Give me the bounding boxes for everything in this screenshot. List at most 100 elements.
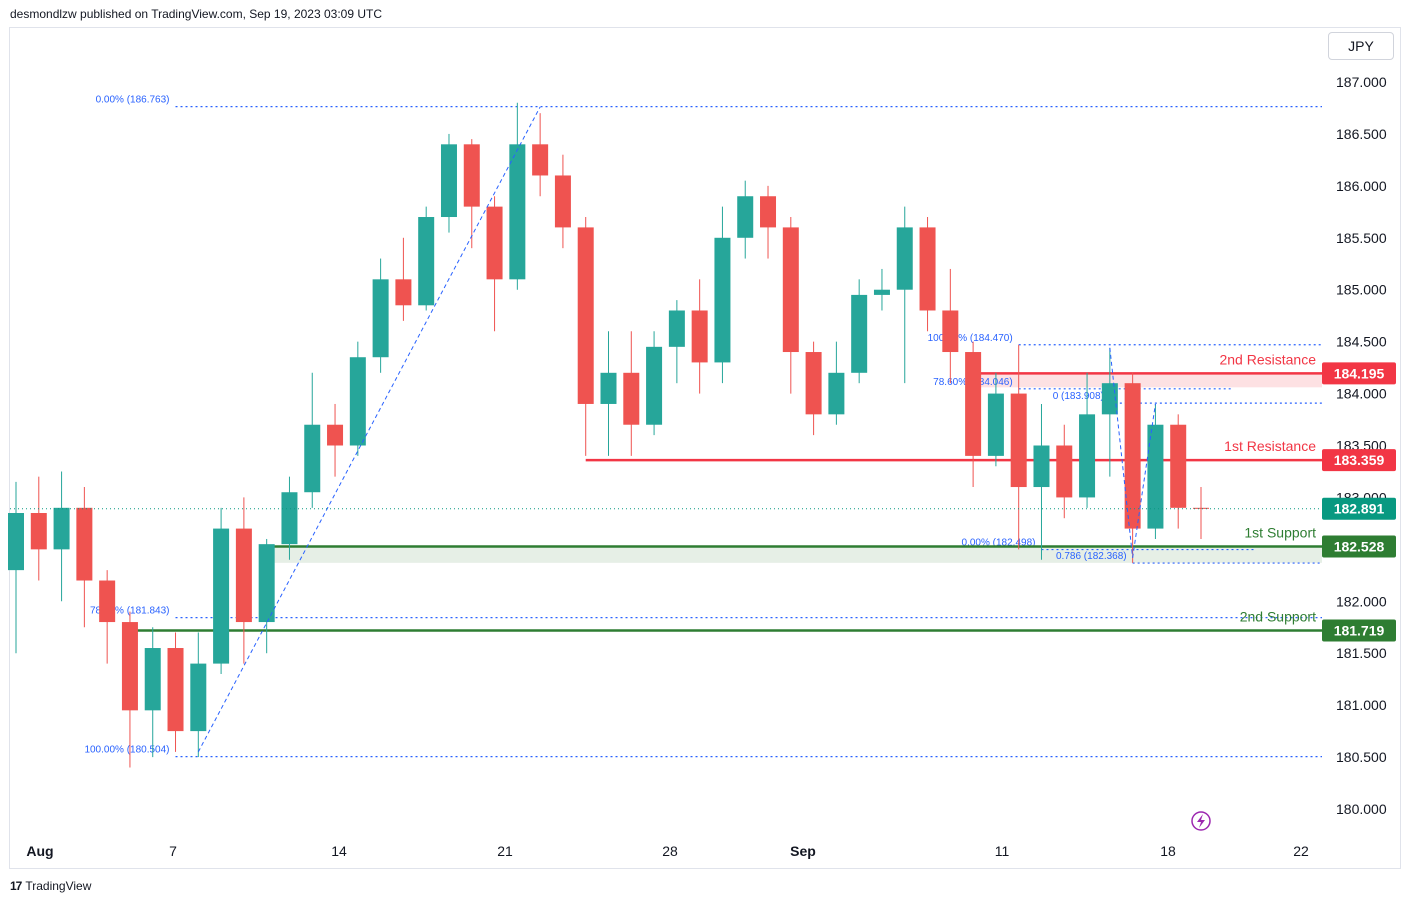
candle-body	[1010, 393, 1027, 488]
candle-body	[919, 227, 936, 311]
candle[interactable]	[486, 196, 503, 332]
candle[interactable]	[805, 341, 822, 436]
candle[interactable]	[213, 507, 230, 674]
candle[interactable]	[8, 481, 24, 654]
y-tick-label: 186.000	[1336, 178, 1387, 194]
level-price-tag-3	[1322, 619, 1396, 642]
candle[interactable]	[851, 279, 868, 384]
candle[interactable]	[577, 217, 594, 456]
candle[interactable]	[167, 632, 184, 752]
y-tick-label: 184.000	[1336, 386, 1387, 402]
candle-body	[144, 648, 161, 711]
publisher-caption: desmondlzw published on TradingView.com,…	[10, 7, 383, 21]
candle[interactable]	[828, 341, 845, 425]
x-tick-label: 22	[1293, 843, 1309, 859]
candle[interactable]	[327, 403, 344, 477]
candle[interactable]	[965, 341, 982, 488]
candle[interactable]	[1124, 372, 1141, 563]
candle[interactable]	[372, 258, 389, 373]
current-price-label: 182.891	[1334, 501, 1385, 517]
candle[interactable]	[646, 331, 663, 436]
candle-body	[281, 492, 298, 545]
current-price-tag	[1322, 497, 1396, 520]
candle[interactable]	[235, 497, 252, 664]
candle-body	[1079, 414, 1096, 498]
candle-body	[30, 513, 47, 550]
price-axis[interactable]: 180.000 180.500 181.000 181.500 182.000 182.5…	[1322, 74, 1396, 817]
candle[interactable]	[919, 217, 936, 332]
candle[interactable]	[896, 206, 913, 384]
candle[interactable]	[1101, 347, 1118, 477]
candle-body	[782, 227, 799, 353]
candle-body	[304, 424, 321, 493]
candles[interactable]	[8, 102, 1209, 768]
candle[interactable]	[691, 279, 708, 394]
candle[interactable]	[942, 268, 959, 384]
fib-label-3: 100.00% (184.470)	[928, 333, 1013, 344]
candle[interactable]	[1170, 414, 1187, 529]
candle-body	[190, 663, 207, 732]
fib-label-1: 78.60% (181.843)	[90, 606, 170, 617]
lightning-icon[interactable]	[1191, 811, 1211, 831]
level-labels: 2nd Resistance 184.195 1st Resistance 183.3…	[1219, 351, 1396, 642]
candle[interactable]	[1033, 403, 1050, 560]
level-price-1: 183.359	[1334, 452, 1385, 468]
candle[interactable]	[600, 331, 617, 456]
candle[interactable]	[121, 611, 138, 768]
candle[interactable]	[76, 487, 93, 628]
candle-body	[99, 580, 116, 623]
candle[interactable]	[623, 331, 640, 456]
candle[interactable]	[668, 300, 685, 384]
candle[interactable]	[1147, 403, 1164, 539]
candle[interactable]	[1079, 372, 1096, 508]
candle[interactable]	[760, 185, 777, 259]
candle-body	[1193, 507, 1209, 509]
currency-button[interactable]: JPY	[1328, 32, 1394, 60]
candle[interactable]	[395, 237, 412, 321]
level-zone-0	[973, 373, 1322, 388]
candle-body	[965, 352, 982, 456]
candle-body	[509, 144, 526, 280]
candle[interactable]	[737, 180, 754, 259]
candle[interactable]	[304, 372, 321, 508]
candle[interactable]	[349, 341, 366, 456]
chart-frame	[9, 27, 1401, 869]
level-price-0: 184.195	[1334, 365, 1385, 381]
candle[interactable]	[554, 154, 571, 249]
candle-body	[1056, 445, 1073, 498]
candle[interactable]	[418, 206, 435, 311]
candle[interactable]	[714, 206, 731, 384]
fib-label-6: 0 (183.908)	[1053, 391, 1104, 402]
candle[interactable]	[99, 570, 116, 664]
level-price-tag-1	[1322, 449, 1396, 472]
candle-body	[1147, 424, 1164, 529]
fib-label-2: 100.00% (180.504)	[84, 745, 169, 756]
candle-body	[987, 393, 1004, 456]
candle[interactable]	[30, 476, 47, 581]
candle[interactable]	[144, 627, 161, 758]
candle[interactable]	[1010, 344, 1027, 550]
candle[interactable]	[463, 139, 480, 249]
brand-footer[interactable]: 17 TradingView	[10, 879, 91, 893]
candle-body	[1033, 445, 1050, 488]
candle[interactable]	[1193, 487, 1209, 539]
time-axis[interactable]: Aug 7 14 21 28 Sep 11 18 22	[26, 843, 1309, 859]
candle[interactable]	[258, 538, 275, 654]
candle-body	[258, 544, 275, 623]
y-tick-label: 180.500	[1336, 749, 1387, 765]
candle[interactable]	[1056, 424, 1073, 519]
candle[interactable]	[873, 268, 890, 311]
candle[interactable]	[440, 133, 457, 233]
candle[interactable]	[532, 113, 549, 197]
level-name-1: 1st Resistance	[1224, 438, 1316, 454]
candle[interactable]	[509, 102, 526, 290]
candle[interactable]	[782, 217, 799, 394]
candle[interactable]	[281, 476, 298, 560]
fib-label-0: 0.00% (186.763)	[96, 95, 170, 106]
candle-body	[577, 227, 594, 404]
x-tick-label: 28	[662, 843, 678, 859]
candle[interactable]	[190, 632, 207, 758]
candle[interactable]	[987, 372, 1004, 467]
candle[interactable]	[53, 471, 70, 602]
